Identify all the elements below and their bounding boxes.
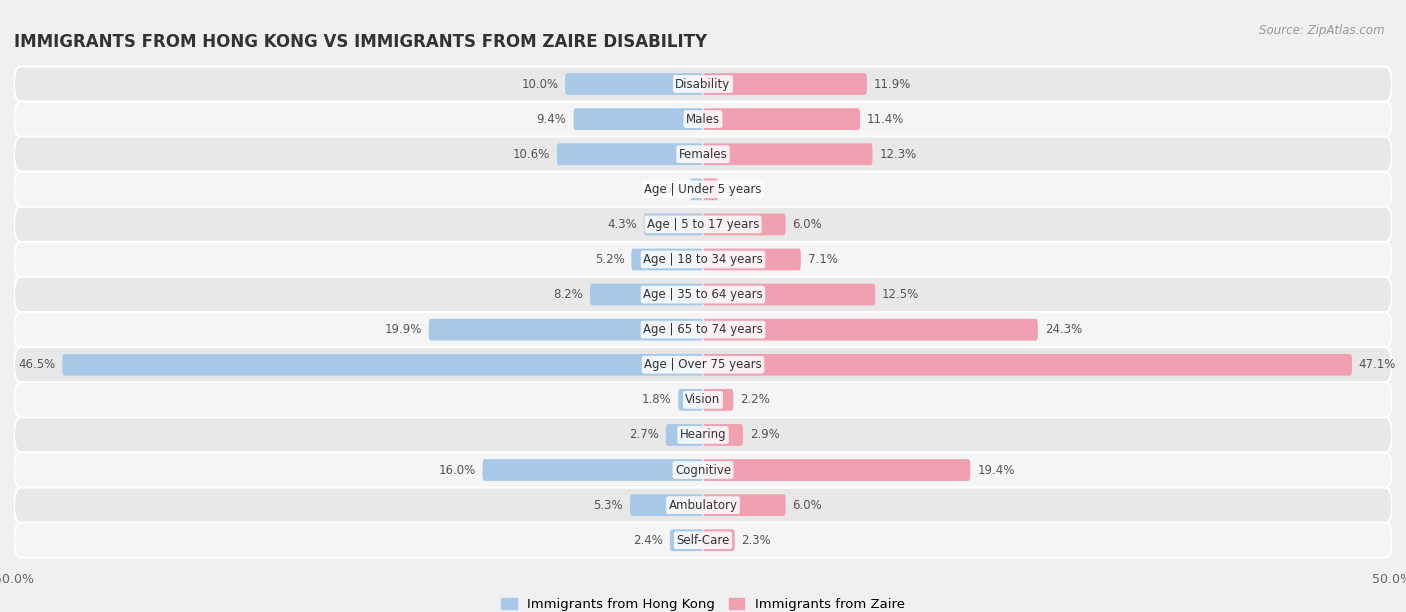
Text: Males: Males [686, 113, 720, 125]
Text: 9.4%: 9.4% [537, 113, 567, 125]
FancyBboxPatch shape [703, 179, 718, 200]
Text: 10.6%: 10.6% [513, 147, 550, 161]
Text: 4.3%: 4.3% [607, 218, 637, 231]
FancyBboxPatch shape [644, 214, 703, 235]
Text: 6.0%: 6.0% [793, 499, 823, 512]
Text: IMMIGRANTS FROM HONG KONG VS IMMIGRANTS FROM ZAIRE DISABILITY: IMMIGRANTS FROM HONG KONG VS IMMIGRANTS … [14, 32, 707, 51]
FancyBboxPatch shape [565, 73, 703, 95]
FancyBboxPatch shape [14, 207, 1392, 242]
Text: Hearing: Hearing [679, 428, 727, 441]
Text: Age | Under 5 years: Age | Under 5 years [644, 183, 762, 196]
FancyBboxPatch shape [703, 494, 786, 516]
Text: Age | 65 to 74 years: Age | 65 to 74 years [643, 323, 763, 336]
Text: 2.2%: 2.2% [740, 394, 770, 406]
Text: 19.9%: 19.9% [384, 323, 422, 336]
Text: Self-Care: Self-Care [676, 534, 730, 547]
Text: Ambulatory: Ambulatory [668, 499, 738, 512]
FancyBboxPatch shape [703, 319, 1038, 340]
FancyBboxPatch shape [703, 73, 868, 95]
FancyBboxPatch shape [14, 488, 1392, 523]
FancyBboxPatch shape [703, 424, 742, 446]
FancyBboxPatch shape [703, 459, 970, 481]
Text: 11.4%: 11.4% [868, 113, 904, 125]
Legend: Immigrants from Hong Kong, Immigrants from Zaire: Immigrants from Hong Kong, Immigrants fr… [496, 593, 910, 612]
FancyBboxPatch shape [14, 67, 1392, 102]
FancyBboxPatch shape [14, 242, 1392, 277]
FancyBboxPatch shape [703, 248, 801, 271]
Text: 2.7%: 2.7% [628, 428, 659, 441]
Text: 5.3%: 5.3% [593, 499, 623, 512]
Text: 19.4%: 19.4% [977, 463, 1015, 477]
FancyBboxPatch shape [703, 214, 786, 235]
FancyBboxPatch shape [429, 319, 703, 340]
Text: Source: ZipAtlas.com: Source: ZipAtlas.com [1260, 24, 1385, 37]
Text: 8.2%: 8.2% [554, 288, 583, 301]
FancyBboxPatch shape [631, 248, 703, 271]
FancyBboxPatch shape [574, 108, 703, 130]
FancyBboxPatch shape [14, 382, 1392, 417]
FancyBboxPatch shape [557, 143, 703, 165]
Text: Disability: Disability [675, 78, 731, 91]
Text: 6.0%: 6.0% [793, 218, 823, 231]
Text: 1.1%: 1.1% [725, 183, 755, 196]
Text: Age | 5 to 17 years: Age | 5 to 17 years [647, 218, 759, 231]
Text: 1.8%: 1.8% [641, 394, 671, 406]
Text: 10.0%: 10.0% [522, 78, 558, 91]
FancyBboxPatch shape [690, 179, 703, 200]
Text: 12.5%: 12.5% [882, 288, 920, 301]
FancyBboxPatch shape [14, 172, 1392, 207]
Text: Females: Females [679, 147, 727, 161]
FancyBboxPatch shape [703, 354, 1353, 376]
Text: 46.5%: 46.5% [18, 358, 55, 371]
Text: Age | Over 75 years: Age | Over 75 years [644, 358, 762, 371]
Text: 5.2%: 5.2% [595, 253, 624, 266]
FancyBboxPatch shape [666, 424, 703, 446]
FancyBboxPatch shape [703, 284, 875, 305]
FancyBboxPatch shape [703, 529, 735, 551]
Text: 47.1%: 47.1% [1358, 358, 1396, 371]
FancyBboxPatch shape [630, 494, 703, 516]
Text: 24.3%: 24.3% [1045, 323, 1083, 336]
FancyBboxPatch shape [678, 389, 703, 411]
Text: 2.9%: 2.9% [749, 428, 780, 441]
FancyBboxPatch shape [14, 312, 1392, 347]
Text: 2.4%: 2.4% [633, 534, 664, 547]
FancyBboxPatch shape [14, 417, 1392, 452]
Text: 12.3%: 12.3% [879, 147, 917, 161]
FancyBboxPatch shape [14, 347, 1392, 382]
Text: 0.95%: 0.95% [645, 183, 683, 196]
Text: 11.9%: 11.9% [875, 78, 911, 91]
FancyBboxPatch shape [703, 389, 734, 411]
Text: Cognitive: Cognitive [675, 463, 731, 477]
FancyBboxPatch shape [703, 143, 873, 165]
Text: 2.3%: 2.3% [741, 534, 772, 547]
FancyBboxPatch shape [14, 277, 1392, 312]
FancyBboxPatch shape [62, 354, 703, 376]
FancyBboxPatch shape [14, 102, 1392, 136]
FancyBboxPatch shape [14, 136, 1392, 172]
Text: 16.0%: 16.0% [439, 463, 475, 477]
FancyBboxPatch shape [591, 284, 703, 305]
FancyBboxPatch shape [703, 108, 860, 130]
Text: 7.1%: 7.1% [807, 253, 838, 266]
Text: Age | 18 to 34 years: Age | 18 to 34 years [643, 253, 763, 266]
FancyBboxPatch shape [482, 459, 703, 481]
FancyBboxPatch shape [669, 529, 703, 551]
Text: Age | 35 to 64 years: Age | 35 to 64 years [643, 288, 763, 301]
FancyBboxPatch shape [14, 452, 1392, 488]
Text: Vision: Vision [685, 394, 721, 406]
FancyBboxPatch shape [14, 523, 1392, 558]
